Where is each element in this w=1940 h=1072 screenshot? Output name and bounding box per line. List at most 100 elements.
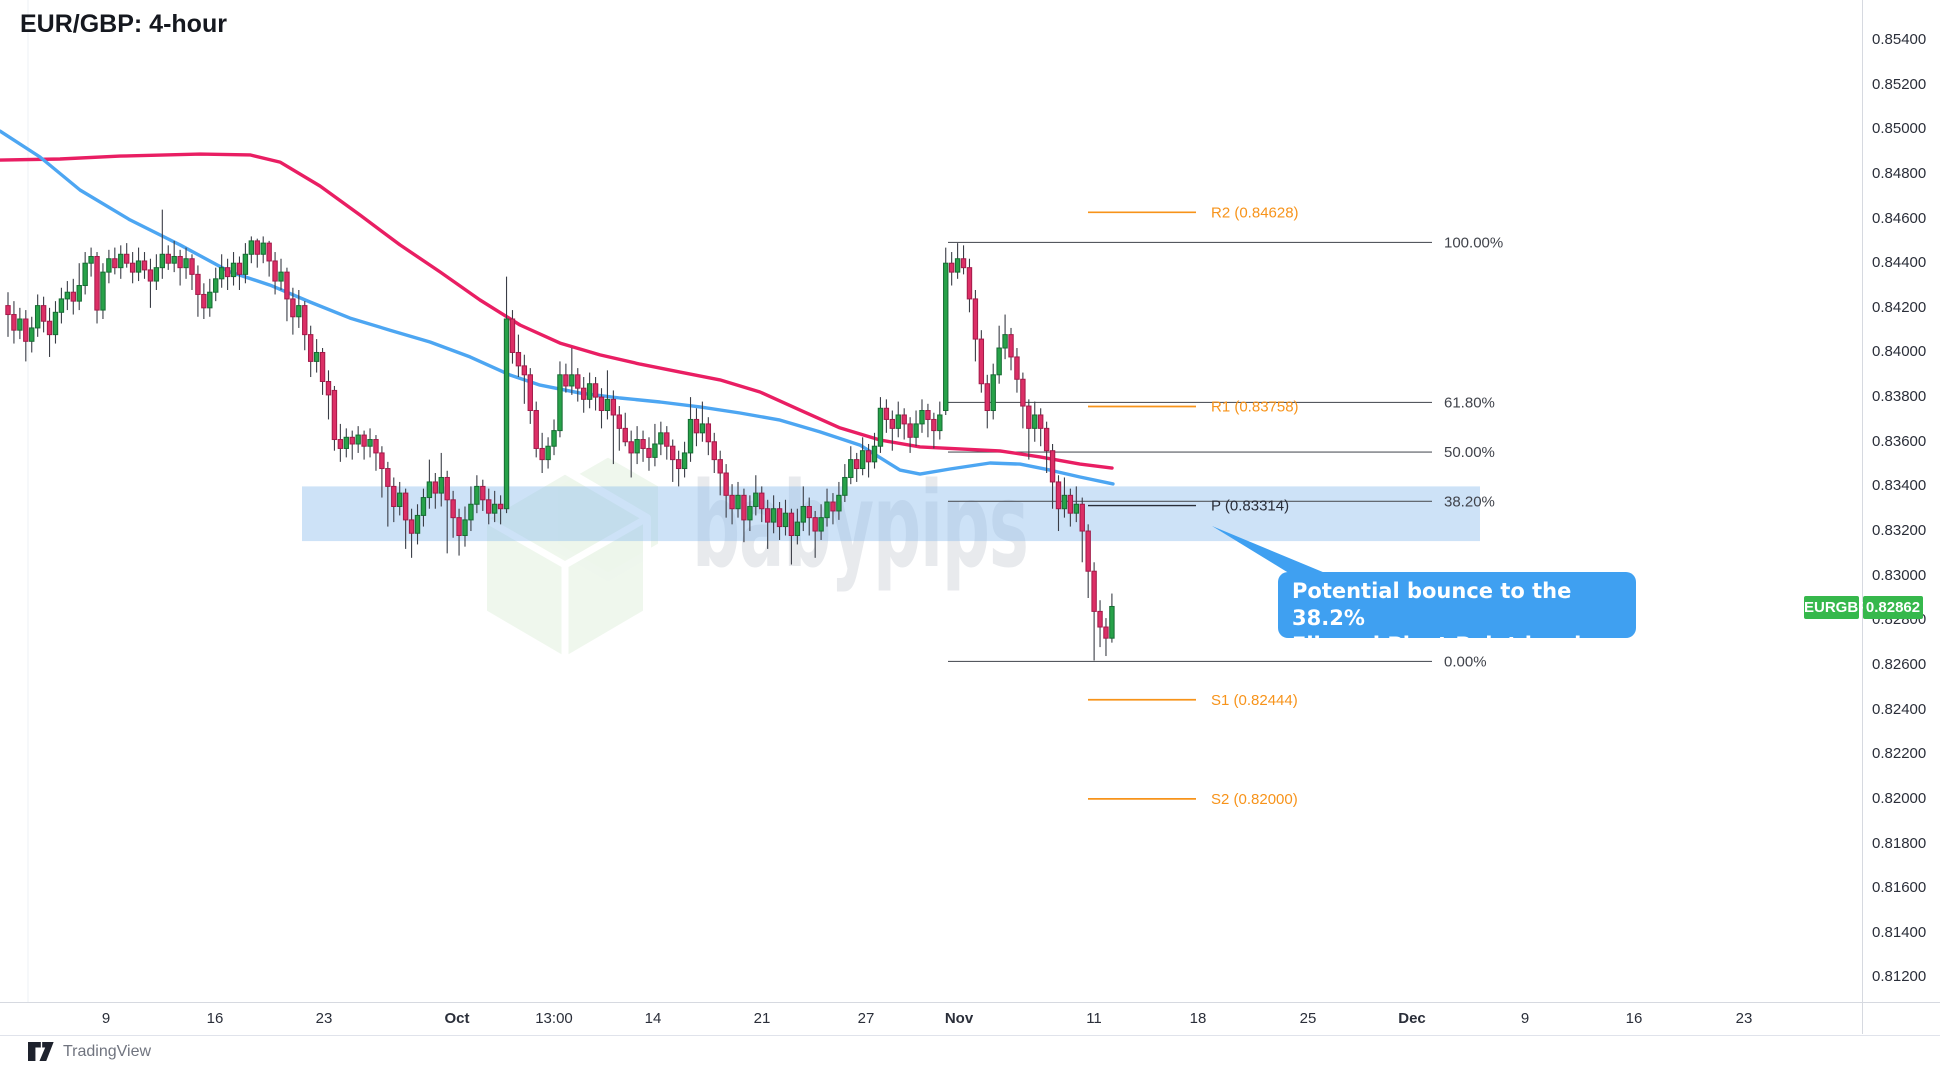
candle-body [830, 501, 836, 512]
candle-body [616, 414, 623, 429]
price-axis-tick: 0.83600 [1872, 432, 1927, 450]
price-axis-tick: 0.81600 [1872, 879, 1927, 897]
price-axis-tick: 0.84000 [1872, 343, 1927, 361]
candle-body [462, 519, 468, 537]
candle-body [824, 501, 830, 519]
candle-body [17, 318, 23, 331]
babypips-cube-icon [479, 449, 666, 665]
candle-body [759, 492, 765, 510]
candle-body [1002, 334, 1008, 349]
price-axis-tick: 0.82000 [1872, 789, 1927, 807]
candle-body [670, 445, 676, 461]
price-axis[interactable]: 0.85400 0.85200 0.85000 0.84800 0.84600 0.844… [1862, 0, 1940, 1002]
candle-body [1067, 494, 1074, 514]
candle-body [735, 494, 741, 510]
candle-body [509, 318, 516, 353]
candle-body [943, 262, 949, 412]
candle-body [1103, 626, 1109, 639]
candle-body [58, 298, 65, 313]
candle-body [818, 517, 824, 532]
candle-body [693, 418, 700, 434]
candle-body [919, 410, 925, 425]
candle-body [699, 423, 706, 434]
candle-body [450, 499, 456, 519]
highlight-zone[interactable] [302, 486, 1480, 542]
candle-body [402, 492, 409, 521]
candle-body [652, 443, 658, 458]
price-axis-tick: 0.84600 [1872, 209, 1927, 227]
candle-body [141, 260, 148, 271]
candle-body [207, 291, 213, 309]
price-axis-tick: 0.82600 [1872, 655, 1927, 673]
candle-body [681, 452, 688, 470]
candle-body [337, 439, 344, 449]
candle-body [189, 258, 195, 275]
candle-body [1055, 481, 1062, 510]
price-chart-canvas[interactable]: 100.00% 61.80% 50.00% 38.20% 0.00% R2 (0.8462… [0, 0, 1862, 1002]
time-axis-tick: Oct [444, 1010, 470, 1027]
price-axis-tick: 0.81200 [1872, 968, 1927, 986]
candle-body [907, 423, 913, 438]
candle-body [367, 439, 373, 447]
pivot-level-label: S1 (0.82444) [1211, 692, 1298, 709]
candle-body [307, 334, 314, 362]
candle-body [877, 407, 884, 447]
tradingview-logo[interactable]: TradingView [28, 1042, 151, 1061]
candle-body [408, 519, 415, 534]
candle-body [575, 374, 581, 389]
candle-body [1008, 334, 1014, 358]
candle-body [296, 305, 302, 318]
tradingview-logo-text: TradingView [63, 1042, 152, 1060]
candle-body [474, 485, 480, 505]
candle-body [64, 291, 71, 300]
candle-body [1026, 405, 1032, 429]
time-axis-tick: 25 [1299, 1010, 1317, 1027]
callout-bubble[interactable]: Potential bounce to the 38.2% Fib and Pi… [1278, 572, 1636, 657]
candle-body [954, 258, 961, 273]
time-axis[interactable]: 9 16 23 Oct 13:00 14 21 27 Nov 11 18 25 Dec 9 16 23 [0, 1002, 1940, 1036]
candle-body [622, 427, 628, 443]
candle-body [426, 481, 433, 499]
candle-body [491, 503, 498, 514]
candle-body [480, 485, 486, 501]
tradingview-glyph-icon [28, 1042, 54, 1061]
candle-body [563, 374, 569, 387]
candle-body [242, 253, 249, 275]
candle-body [385, 468, 391, 487]
candle-body [539, 447, 545, 461]
candle-body [1032, 414, 1038, 429]
candle-body [913, 423, 919, 438]
candle-body [444, 476, 450, 501]
candle-body [687, 418, 694, 454]
candle-body [29, 327, 35, 342]
time-axis-tick: 13:00 [535, 1010, 573, 1027]
candle-body [165, 253, 171, 264]
candle-body [355, 434, 361, 445]
candle-body [153, 267, 160, 282]
time-axis-tick: 9 [1520, 1010, 1530, 1027]
candle-body [46, 320, 53, 336]
candle-body [302, 305, 308, 336]
candle-body [610, 398, 617, 416]
candle-body [634, 439, 640, 454]
candle-body [319, 351, 326, 382]
candle-body [948, 262, 955, 273]
candle-body [646, 447, 652, 458]
candle-body [782, 512, 789, 528]
candle-body [764, 508, 771, 523]
price-axis-tick: 0.81800 [1872, 834, 1927, 852]
fib-level-label: 0.00% [1444, 653, 1487, 670]
candle-body [373, 439, 379, 454]
candle-body [171, 256, 177, 264]
pivot-level-label: R2 (0.84628) [1211, 204, 1299, 221]
candle-body [201, 293, 207, 309]
candle-body [895, 414, 901, 429]
price-axis-tick: 0.81400 [1872, 923, 1927, 941]
candle-body [717, 459, 723, 474]
candle-body [1020, 378, 1026, 407]
time-axis-tick: 14 [644, 1010, 662, 1027]
candle-body [497, 503, 504, 510]
candle-body [183, 258, 189, 269]
candle-body [640, 439, 646, 449]
candle-body [848, 459, 854, 478]
